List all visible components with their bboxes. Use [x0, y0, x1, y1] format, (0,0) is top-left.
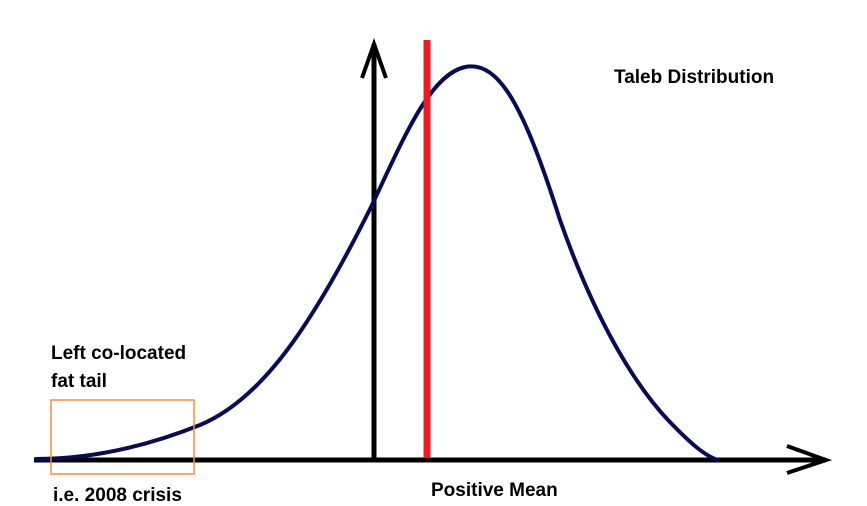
tail-label-line2: fat tail: [51, 371, 107, 392]
tail-label-line1: Left co-located: [51, 343, 186, 364]
y-axis-arrowhead: [360, 37, 388, 79]
x-axis-arrowhead: [786, 444, 833, 475]
fat-tail-box: [50, 399, 195, 475]
diagram-title: Taleb Distribution: [614, 67, 774, 88]
tail-example-label: i.e. 2008 crisis: [53, 485, 182, 506]
mean-label: Positive Mean: [431, 480, 558, 501]
distribution-curve: [34, 64, 720, 462]
